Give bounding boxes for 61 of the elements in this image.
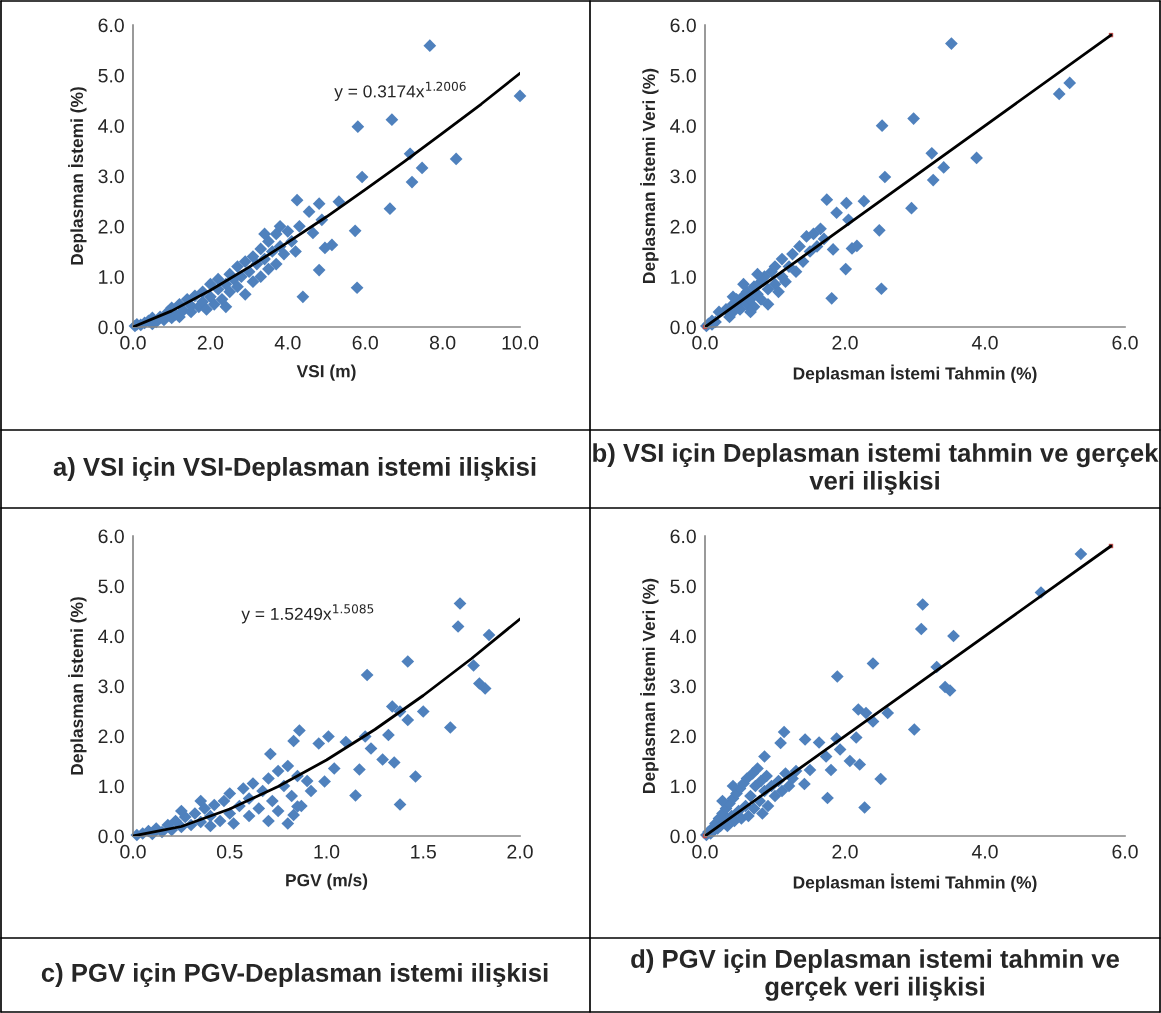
x-tick-label: 0.0 — [120, 844, 146, 859]
y-axis-title: Deplasman İstemi (%) — [68, 87, 87, 265]
x-tick-label: 10.0 — [502, 335, 539, 350]
y-tick-label: 3.0 — [670, 679, 696, 694]
y-tick-label: 4.0 — [98, 119, 124, 133]
y-tick-label: 6.0 — [670, 529, 696, 544]
x-tick-label: 0.0 — [120, 335, 146, 350]
y-axis-title: Deplasman İstemi (%) — [68, 597, 87, 775]
x-tick-label: 6.0 — [1112, 844, 1138, 859]
y-tick-label: 1.0 — [671, 270, 696, 284]
y-tick-label: 5.0 — [670, 68, 696, 83]
y-tick-label: 2.0 — [670, 729, 696, 744]
y-tick-label: 6.0 — [670, 18, 696, 33]
x-tick-label: 0.5 — [217, 844, 243, 859]
x-tick-label: 1.5 — [411, 845, 436, 859]
x-axis-title: VSI (m) — [296, 364, 356, 381]
y-tick-label: 4.0 — [670, 119, 696, 133]
x-tick-label: 0.0 — [692, 335, 718, 350]
text: a) VSI için VSI-Deplasman istemi ilişkisi — [53, 457, 536, 481]
y-tick-label: 1.0 — [99, 270, 124, 284]
y-tick-label: 2.0 — [98, 729, 124, 744]
y-tick-label: 6.0 — [98, 18, 124, 33]
y-tick-label: 5.0 — [98, 68, 124, 83]
x-tick-label: 4.0 — [971, 335, 998, 350]
x-tick-label: 8.0 — [429, 335, 456, 350]
y-tick-label: 6.0 — [98, 529, 124, 544]
y-tick-label: 5.0 — [98, 579, 124, 594]
y-tick-label: 3.0 — [98, 679, 124, 694]
x-axis-title: Deplasman İstemi Tahmin (%) — [793, 873, 1037, 893]
y-tick-label: 4.0 — [98, 629, 124, 644]
x-tick-label: 6.0 — [1112, 335, 1138, 350]
y-tick-label: 2.0 — [670, 219, 696, 234]
x-tick-label: 4.0 — [274, 335, 301, 350]
x-axis-title: Deplasman İstemi Tahmin (%) — [793, 364, 1037, 384]
x-tick-label: 4.0 — [971, 844, 998, 859]
annotation: y = 1.5249x$^{1.5085}$ — [241, 604, 374, 624]
y-tick-label: 3.0 — [670, 169, 696, 184]
x-tick-label: 2.0 — [832, 844, 858, 859]
x-tick-label: 2.0 — [832, 335, 858, 350]
y-tick-label: 3.0 — [98, 169, 124, 184]
y-axis-title: Deplasman İstemi Veri (%) — [640, 578, 659, 793]
text: d) PGV için Deplasman istemi tahmin ve gerçek veri ilişkisi — [631, 949, 1120, 1001]
y-tick-label: 1.0 — [99, 779, 124, 794]
text: c) PGV için PGV-Deplasman istemi ilişkisi — [41, 963, 548, 987]
y-tick-label: 0.0 — [98, 320, 124, 335]
x-tick-label: 1.0 — [314, 844, 340, 859]
text: b) VSI için Deplasman istemi tahmin ve gerçek veri ilişkisi — [593, 443, 1159, 495]
y-axis-title: Deplasman İstemi Veri (%) — [640, 68, 659, 283]
annotation: y = 0.3174x$^{1.2006}$ — [334, 81, 466, 101]
y-tick-label: 1.0 — [671, 779, 696, 794]
x-tick-label: 0.0 — [692, 844, 718, 859]
x-tick-label: 2.0 — [507, 844, 533, 859]
y-tick-label: 0.0 — [98, 829, 124, 844]
y-tick-label: 0.0 — [670, 829, 696, 844]
y-tick-label: 4.0 — [670, 629, 696, 644]
x-tick-label: 6.0 — [352, 335, 378, 350]
y-tick-label: 0.0 — [670, 320, 696, 335]
y-tick-label: 5.0 — [670, 579, 696, 594]
x-axis-title: PGV (m/s) — [286, 873, 368, 890]
y-tick-label: 2.0 — [98, 219, 124, 234]
x-tick-label: 2.0 — [197, 335, 224, 350]
